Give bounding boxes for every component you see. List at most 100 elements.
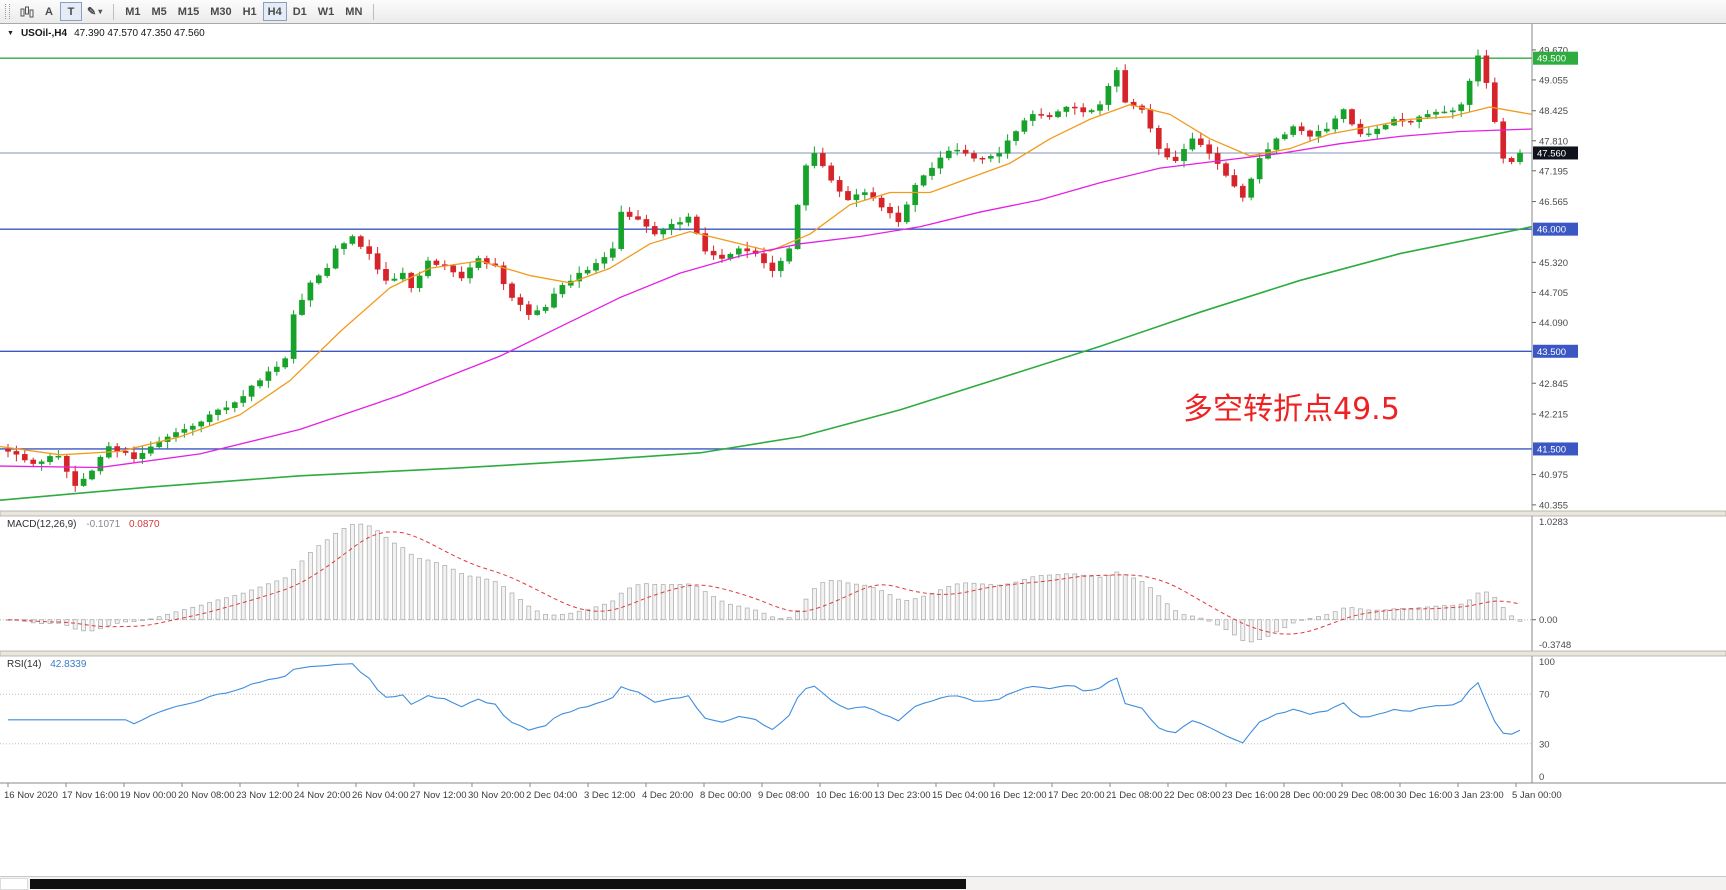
svg-text:23 Nov 12:00: 23 Nov 12:00	[236, 790, 293, 801]
svg-text:30: 30	[1539, 739, 1550, 750]
svg-text:44.705: 44.705	[1539, 288, 1568, 299]
horizontal-scrollbar	[0, 876, 1726, 890]
scrollbar-left-box	[0, 878, 28, 890]
timeframe-m1-button[interactable]: M1	[120, 2, 145, 21]
svg-text:44.090: 44.090	[1539, 318, 1568, 329]
svg-text:-0.3748: -0.3748	[1539, 640, 1571, 651]
price-badge-49.500	[1533, 51, 1578, 65]
rsi-label: RSI(14) 42.8339	[7, 659, 86, 670]
toolbar-divider	[113, 3, 115, 20]
candles-glyph	[20, 6, 34, 17]
svg-text:42.845: 42.845	[1539, 379, 1568, 390]
svg-text:20 Nov 08:00: 20 Nov 08:00	[178, 790, 235, 801]
scrollbar-thumb[interactable]	[30, 879, 966, 889]
timeframe-m5-button[interactable]: M5	[147, 2, 172, 21]
svg-text:22 Dec 08:00: 22 Dec 08:00	[1164, 790, 1221, 801]
rsi-axis: 100 70 30 0	[1539, 657, 1555, 783]
svg-text:29 Dec 08:00: 29 Dec 08:00	[1338, 790, 1395, 801]
price-badge-41.500	[1533, 442, 1578, 456]
macd-signal-line	[7, 531, 1521, 635]
macd-label: MACD(12,26,9) -0.1071 0.0870	[7, 519, 160, 530]
chart-annotation-text: 多空转折点49.5	[1183, 392, 1400, 427]
svg-text:19 Nov 00:00: 19 Nov 00:00	[120, 790, 177, 801]
timeframe-h4-button[interactable]: H4	[262, 2, 287, 21]
svg-text:46.565: 46.565	[1539, 197, 1568, 208]
macd-signal-value: 0.0870	[128, 519, 160, 530]
svg-text:4 Dec 20:00: 4 Dec 20:00	[642, 790, 693, 801]
macd-main-value: -0.1071	[86, 519, 121, 530]
svg-text:26 Nov 04:00: 26 Nov 04:00	[352, 790, 409, 801]
svg-text:13 Dec 23:00: 13 Dec 23:00	[874, 790, 931, 801]
draw-tool-button[interactable]: ✎ ▾	[82, 2, 107, 21]
svg-text:24 Nov 20:00: 24 Nov 20:00	[294, 790, 351, 801]
price-badge-47.560	[1533, 146, 1578, 160]
macd-histogram	[5, 523, 1523, 643]
ma-mid-line	[0, 128, 1533, 469]
svg-text:46.000: 46.000	[1537, 225, 1566, 236]
chart-header[interactable]: ▼ USOil-,H4 47.390 47.570 47.350 47.560	[7, 28, 205, 39]
symbol-period-label: USOil-,H4	[20, 28, 68, 39]
svg-text:3 Jan 23:00: 3 Jan 23:00	[1454, 790, 1504, 801]
svg-text:47.810: 47.810	[1539, 136, 1568, 147]
svg-text:0: 0	[1539, 772, 1544, 783]
caret-down-icon: ▾	[98, 7, 103, 16]
level-lines	[0, 57, 1532, 450]
panel-divider	[0, 650, 1726, 657]
price-badge-46.000	[1533, 222, 1578, 236]
svg-text:49.500: 49.500	[1537, 54, 1566, 65]
svg-text:40.355: 40.355	[1539, 500, 1568, 511]
svg-text:47.560: 47.560	[1537, 148, 1566, 159]
chevron-down-icon: ▼	[7, 30, 14, 37]
svg-text:0.00: 0.00	[1539, 615, 1558, 626]
toolbar-divider	[373, 3, 375, 20]
svg-text:30 Nov 20:00: 30 Nov 20:00	[468, 790, 525, 801]
svg-text:5 Jan 00:00: 5 Jan 00:00	[1512, 790, 1562, 801]
macd-name: MACD(12,26,9)	[7, 519, 77, 530]
panel-divider	[0, 510, 1726, 517]
toolbar-grip[interactable]	[5, 4, 10, 19]
rsi-name: RSI(14)	[7, 659, 42, 670]
timeframe-w1-button[interactable]: W1	[313, 2, 340, 21]
svg-text:40.975: 40.975	[1539, 470, 1568, 481]
svg-text:1.0283: 1.0283	[1539, 517, 1568, 528]
text-tool-button[interactable]: T	[60, 2, 82, 21]
time-axis: 16 Nov 2020 17 Nov 16:00 19 Nov 00:00 20 No…	[0, 782, 1726, 801]
svg-text:70: 70	[1539, 690, 1550, 701]
svg-text:17 Nov 16:00: 17 Nov 16:00	[62, 790, 119, 801]
svg-text:16 Dec 12:00: 16 Dec 12:00	[990, 790, 1047, 801]
svg-text:23 Dec 16:00: 23 Dec 16:00	[1222, 790, 1279, 801]
timeframe-m15-button[interactable]: M15	[173, 2, 204, 21]
svg-text:42.215: 42.215	[1539, 410, 1568, 421]
ma-slow-line	[0, 225, 1533, 502]
timeframe-buttons: M1 M5 M15 M30 H1 H4 D1 W1 MN	[120, 2, 367, 21]
arrow-tool-button[interactable]: A	[38, 2, 60, 21]
svg-text:47.195: 47.195	[1539, 166, 1568, 177]
price-axis: 49.670 49.055 48.425 47.810 47.195 46.565 45.3…	[1531, 24, 1578, 783]
svg-text:43.500: 43.500	[1537, 347, 1566, 358]
timeframe-mn-button[interactable]: MN	[340, 2, 367, 21]
svg-text:10 Dec 16:00: 10 Dec 16:00	[816, 790, 873, 801]
svg-text:100: 100	[1539, 657, 1555, 668]
ma-fast-line	[0, 103, 1533, 456]
svg-text:48.425: 48.425	[1539, 106, 1568, 117]
svg-text:9 Dec 08:00: 9 Dec 08:00	[758, 790, 809, 801]
price-badge-43.500	[1533, 344, 1578, 358]
chart-bars-icon[interactable]	[16, 2, 38, 21]
timeframe-m30-button[interactable]: M30	[205, 2, 236, 21]
svg-text:28 Dec 00:00: 28 Dec 00:00	[1280, 790, 1337, 801]
svg-text:3 Dec 12:00: 3 Dec 12:00	[584, 790, 635, 801]
rsi-value: 42.8339	[50, 659, 87, 670]
svg-text:17 Dec 20:00: 17 Dec 20:00	[1048, 790, 1105, 801]
svg-text:30 Dec 16:00: 30 Dec 16:00	[1396, 790, 1453, 801]
pencil-icon: ✎	[87, 6, 97, 18]
svg-text:27 Nov 12:00: 27 Nov 12:00	[410, 790, 467, 801]
svg-text:16 Nov 2020: 16 Nov 2020	[4, 790, 58, 801]
timeframe-h1-button[interactable]: H1	[238, 2, 262, 21]
svg-text:21 Dec 08:00: 21 Dec 08:00	[1106, 790, 1163, 801]
top-toolbar: A T ✎ ▾ M1 M5 M15 M30 H1 H4 D1 W1 MN	[0, 0, 1726, 24]
timeframe-d1-button[interactable]: D1	[288, 2, 312, 21]
ohlc-values: 47.390 47.570 47.350 47.560	[74, 28, 205, 39]
rsi-line	[8, 663, 1521, 744]
